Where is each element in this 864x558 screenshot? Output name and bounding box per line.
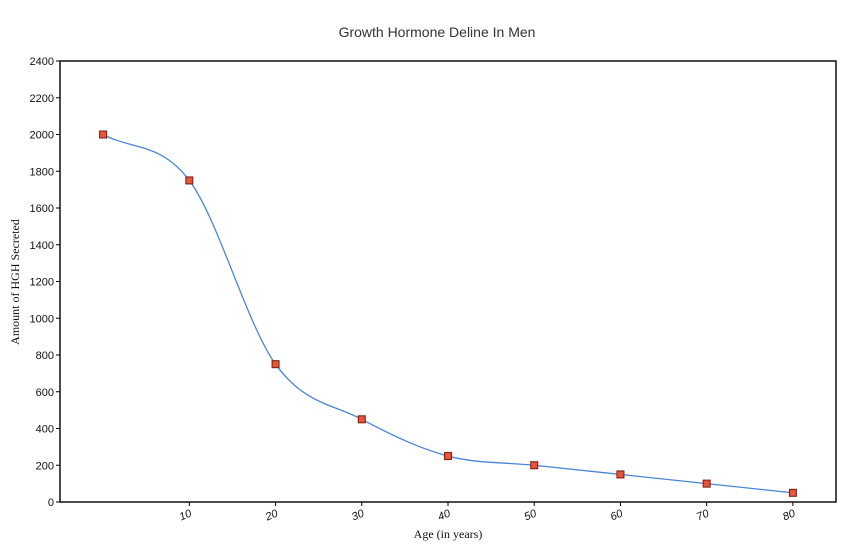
y-tick-label: 2200 <box>30 93 54 105</box>
data-point-marker <box>271 360 280 369</box>
data-point-marker <box>357 415 366 424</box>
x-tick-label: 70 <box>695 507 712 523</box>
series-line <box>102 133 793 494</box>
x-tick-label: 40 <box>436 507 453 523</box>
data-markers <box>99 130 797 497</box>
data-point-marker <box>530 461 539 470</box>
data-point-marker <box>185 176 194 185</box>
y-tick-label: 2000 <box>30 130 54 142</box>
x-tick-label: 50 <box>522 507 539 523</box>
data-point-marker <box>702 479 711 488</box>
y-tick-label: 1200 <box>30 277 54 289</box>
y-axis: 0 200 400 600 800 1000 1200 1400 1600 1800 2000 220… <box>30 56 60 509</box>
y-tick-label: 600 <box>36 387 54 399</box>
x-axis: 10 20 30 40 50 60 70 80 <box>178 502 798 524</box>
x-tick-label: 20 <box>263 507 281 523</box>
y-axis-label: Amount of HGH Secreted <box>8 219 22 345</box>
data-point-marker <box>788 488 797 497</box>
data-point-marker <box>444 452 452 461</box>
x-axis-label: Age (in years) <box>414 527 483 541</box>
chart-title: Growth Hormone Deline In Men <box>339 24 536 40</box>
plot-frame <box>59 60 837 503</box>
y-tick-label: 800 <box>36 350 54 362</box>
y-tick-label: 1400 <box>30 240 54 252</box>
x-tick-label: 80 <box>781 507 798 523</box>
y-tick-label: 1000 <box>30 313 54 325</box>
data-point-marker <box>616 470 625 479</box>
y-tick-label: 200 <box>36 460 54 472</box>
x-tick-label: 30 <box>350 507 367 523</box>
y-tick-label: 2400 <box>30 56 54 68</box>
y-tick-label: 1600 <box>30 203 54 215</box>
x-tick-label: 60 <box>609 507 626 523</box>
data-point-marker <box>99 130 108 139</box>
y-tick-label: 1800 <box>30 166 54 178</box>
x-tick-label: 10 <box>178 507 195 523</box>
y-tick-label: 0 <box>48 497 54 509</box>
y-tick-label: 400 <box>36 424 54 436</box>
